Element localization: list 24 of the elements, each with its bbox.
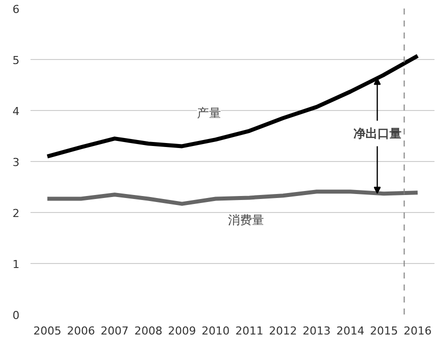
y-tick-label: 0 — [12, 309, 20, 322]
x-tick-label: 2007 — [100, 324, 129, 338]
x-tick-label: 2005 — [33, 324, 62, 338]
annotation: 净出口量 — [353, 126, 402, 140]
series-label: 消费量 — [228, 213, 264, 228]
y-tick-label: 3 — [12, 156, 20, 169]
x-tick-label: 2016 — [404, 324, 432, 338]
line-series — [45, 54, 420, 158]
x-tick-label: 2014 — [336, 324, 364, 338]
line-series — [45, 190, 420, 206]
x-tick-label: 2011 — [235, 324, 264, 338]
y-tick-label: 2 — [12, 207, 20, 220]
x-tick-label: 2010 — [202, 324, 230, 338]
x-tick-label: 2009 — [168, 324, 196, 338]
y-tick-label: 1 — [12, 258, 20, 271]
x-tick-label: 2013 — [302, 324, 331, 338]
x-tick-label: 2012 — [269, 324, 298, 338]
y-tick-label: 6 — [12, 3, 20, 16]
x-tick-label: 2008 — [134, 324, 162, 338]
x-tick-label: 2015 — [370, 324, 398, 338]
series-label: 产量 — [196, 106, 221, 120]
y-tick-label: 5 — [12, 54, 20, 67]
x-tick-label: 2006 — [67, 324, 96, 338]
y-tick-label: 4 — [12, 105, 20, 118]
